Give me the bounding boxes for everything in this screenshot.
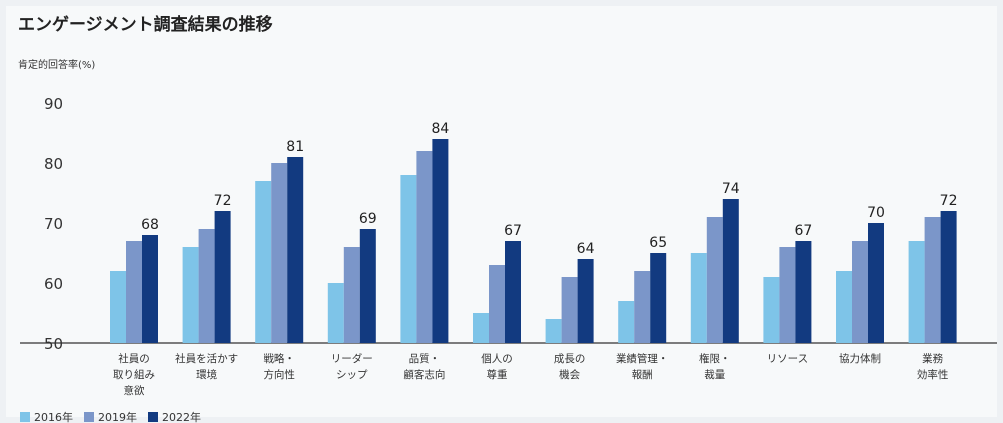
data-label: 84 (431, 121, 449, 137)
bar-2019年-0 (126, 241, 142, 343)
data-label: 72 (214, 193, 232, 209)
category-label: 方向性 (263, 368, 295, 381)
y-axis-label: 肯定的回答率(%) (18, 58, 95, 71)
category-label: 意欲 (124, 384, 145, 397)
data-label: 68 (141, 217, 159, 233)
y-tick-label: 80 (44, 155, 63, 173)
legend-label: 2022年 (162, 410, 201, 423)
bar-2022年-0 (142, 235, 158, 343)
y-tick-label: 90 (44, 95, 63, 113)
y-tick-label: 60 (44, 275, 63, 293)
category-label: リーダー (331, 352, 373, 365)
category-label: 社員を活かす (175, 352, 238, 365)
category-label: 成長の (554, 353, 586, 365)
bar-2016年-6 (545, 319, 562, 343)
legend-label: 2019年 (98, 410, 137, 423)
data-label: 70 (867, 205, 885, 221)
bar-2022年-3 (359, 229, 376, 343)
bar-2019年-2 (271, 163, 288, 343)
bar-2016年-5 (473, 313, 489, 343)
category-label: 取り組み (113, 368, 155, 381)
bar-2019年-8 (706, 217, 723, 343)
chart-title: エンゲージメント調査結果の推移 (18, 14, 273, 35)
legend-swatch-2 (148, 412, 158, 422)
y-tick-label: 70 (44, 215, 63, 233)
data-label: 69 (359, 211, 377, 227)
bar-2019年-7 (634, 271, 651, 343)
legend-label: 2016年 (34, 410, 73, 423)
bar-2019年-9 (779, 247, 796, 343)
category-label: 権限・ (699, 352, 731, 365)
bar-2016年-1 (182, 247, 199, 343)
bar-2016年-9 (763, 277, 780, 343)
bar-2016年-0 (110, 271, 126, 343)
bar-2016年-8 (690, 253, 707, 343)
bar-2022年-2 (287, 157, 304, 343)
bar-2022年-5 (505, 241, 521, 343)
category-label: 業務 (922, 352, 943, 365)
category-label: 個人の (481, 352, 513, 365)
category-label: 顧客志向 (403, 368, 445, 381)
data-label: 65 (649, 235, 667, 251)
bar-2019年-4 (416, 151, 433, 343)
data-label: 74 (722, 181, 740, 197)
bar-2016年-11 (908, 241, 925, 343)
category-label: 機会 (559, 368, 580, 381)
bar-2022年-4 (432, 139, 449, 343)
bar-2022年-10 (868, 223, 884, 343)
bar-2022年-11 (940, 211, 957, 343)
bar-2019年-3 (343, 247, 360, 343)
data-label: 67 (794, 223, 812, 239)
category-label: 協力体制 (839, 352, 881, 365)
legend-swatch-0 (20, 412, 30, 422)
bar-2019年-6 (561, 277, 578, 343)
category-label: 裁量 (704, 368, 725, 381)
category-label: 報酬 (632, 369, 653, 381)
bar-2019年-5 (489, 265, 505, 343)
bar-2019年-11 (924, 217, 941, 343)
category-label: 効率性 (917, 368, 949, 381)
category-label: リソース (767, 353, 808, 365)
bar-2022年-6 (577, 259, 594, 343)
category-label: シップ (336, 369, 368, 381)
bar-2016年-4 (400, 175, 417, 343)
bar-2016年-2 (255, 181, 272, 343)
category-label: 尊重 (487, 368, 508, 381)
data-label: 64 (577, 241, 595, 257)
y-tick-label: 50 (44, 335, 63, 353)
category-label: 戦略・ (263, 352, 295, 365)
data-label: 81 (286, 139, 304, 155)
data-label: 67 (504, 223, 522, 239)
bar-2016年-10 (836, 271, 852, 343)
data-label: 72 (940, 193, 958, 209)
bar-2022年-1 (214, 211, 231, 343)
category-label: 業績管理・ (616, 352, 669, 365)
category-label: 社員の (118, 352, 150, 365)
bar-2022年-7 (650, 253, 667, 343)
bar-2022年-8 (722, 199, 739, 343)
category-label: 環境 (196, 368, 217, 381)
bar-2016年-3 (327, 283, 344, 343)
bar-2016年-7 (618, 301, 635, 343)
bar-2019年-1 (198, 229, 215, 343)
legend-swatch-1 (84, 412, 94, 422)
bar-2022年-9 (795, 241, 812, 343)
category-label: 品質・ (409, 352, 441, 365)
bar-2019年-10 (852, 241, 868, 343)
